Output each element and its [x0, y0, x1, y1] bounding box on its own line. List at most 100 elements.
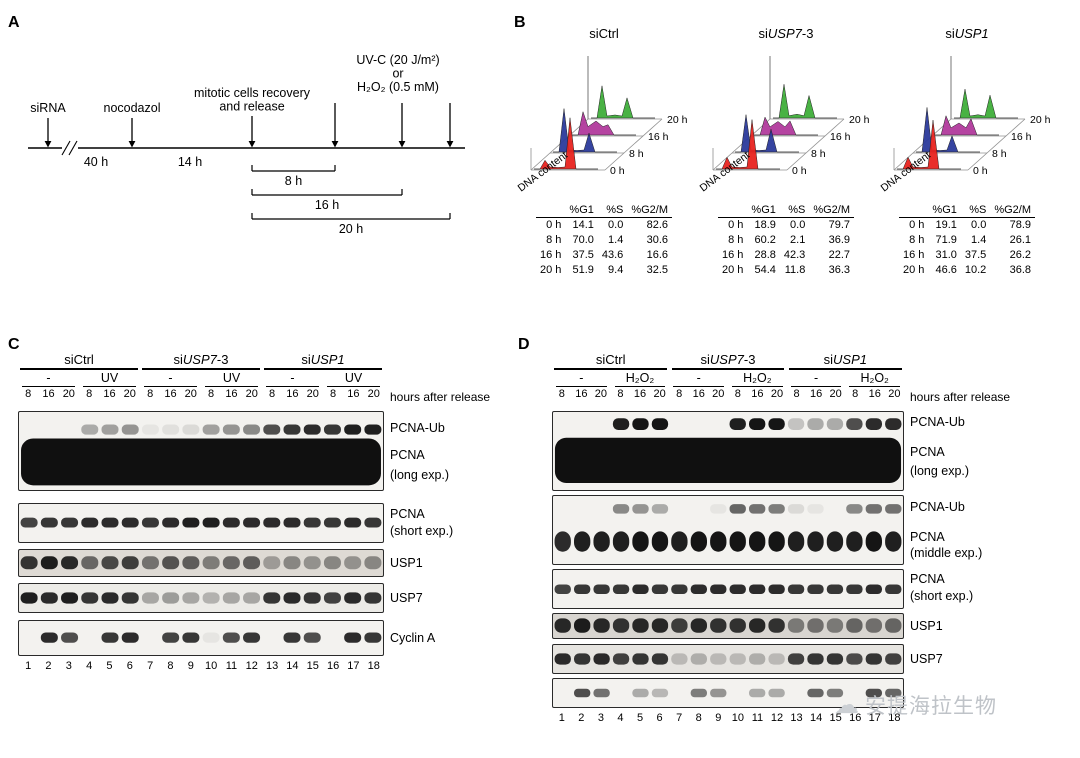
blot-target-label: (long exp.) — [390, 467, 450, 482]
timepoint-label: 16 — [42, 387, 55, 400]
sirna-group-label: siCtrl — [64, 352, 94, 367]
treatment-underline — [266, 385, 319, 387]
cell-cycle-table: %G1 %S %G2/M 0 h 18.9 0.0 79.7 8 h 60.2 2.1 36.9 16… — [718, 204, 854, 278]
blot-labels: Cyclin A — [384, 620, 514, 656]
lane-number: 6 — [656, 711, 663, 724]
blot-row: Cyclin A — [18, 619, 435, 656]
column-header: %G2/M — [627, 204, 672, 218]
lane-number: 5 — [106, 659, 113, 672]
blot-labels: USP1 — [384, 549, 514, 577]
treatment-underline — [614, 385, 666, 387]
sirna-group-label: siCtrl — [595, 352, 626, 367]
table-cell: 26.2 — [1009, 249, 1031, 261]
blot-strip — [18, 502, 384, 543]
lane-number: 10 — [204, 659, 218, 672]
timepoint-label: 20 — [367, 387, 380, 400]
row-time-label: 8 h — [909, 234, 925, 246]
lane-number: 3 — [65, 659, 72, 672]
table-cell: 37.5 — [964, 249, 987, 261]
table-cell: 42.3 — [783, 249, 806, 261]
lane-number: 6 — [126, 659, 133, 672]
treatment: H₂O₂ — [611, 371, 670, 387]
cloud-icon: ☁ — [834, 691, 860, 719]
table-cell: 22.7 — [828, 249, 850, 261]
lane-number: 11 — [225, 659, 238, 672]
blot-target-label: USP1 — [390, 555, 423, 570]
flow-histogram: 0 h 8 h 16 h 20 h DNA content — [699, 56, 870, 194]
table-cell: 10.2 — [964, 264, 987, 276]
treatment-headers: - UV - UV - UV — [18, 371, 384, 387]
table-cell: 32.5 — [646, 264, 668, 276]
table-cell: 2.1 — [790, 234, 806, 246]
svg-text:16 h: 16 h — [648, 131, 669, 143]
lane-number: 1 — [25, 659, 32, 672]
svg-text:16 h: 16 h — [830, 131, 851, 143]
treatment-label: H₂O₂ — [743, 370, 772, 385]
svg-text:and release: and release — [219, 100, 284, 114]
timepoint-label: 8 — [269, 387, 276, 400]
table-cell: 36.8 — [1009, 264, 1031, 276]
lane-number: 9 — [715, 711, 722, 724]
blot-labels: PCNA-Ub PCNA (long exp.) — [384, 411, 514, 491]
blot-row — [552, 677, 904, 708]
row-time-label: 8 h — [546, 234, 562, 246]
table-cell: 46.6 — [935, 264, 957, 276]
lane-number: 1 — [558, 711, 565, 724]
watermark-text: 安提海拉生物 — [865, 695, 997, 718]
svg-text:0 h: 0 h — [973, 165, 988, 177]
flow-plot-title: siUSP7-3 — [758, 26, 814, 41]
lane-numbers: 1 2 3 4 5 6 7 8 9 10 11 12 13 14 15 16 17 18 — [552, 712, 904, 724]
svg-text:DNA content: DNA content — [699, 149, 752, 194]
blot-target-label: PCNA — [910, 529, 945, 544]
timepoint-label: 20 — [653, 387, 666, 400]
treatment-underline — [327, 385, 380, 387]
treatment-underline — [144, 385, 197, 387]
table-cell: 0.0 — [790, 219, 806, 231]
treatment: - — [552, 371, 611, 387]
treatment: - — [140, 371, 201, 387]
blot-labels: USP7 — [384, 583, 514, 613]
column-header — [718, 204, 748, 218]
svg-text:8 h: 8 h — [629, 148, 644, 160]
blot-strip — [552, 677, 904, 708]
table-row: 0 h 18.9 0.0 79.7 — [718, 218, 854, 234]
timepoint-label: 16 — [103, 387, 116, 400]
svg-text:20 h: 20 h — [849, 114, 870, 126]
blot-strip — [18, 410, 384, 491]
lane-number: 8 — [695, 711, 702, 724]
lane-number: 16 — [326, 659, 340, 672]
treatment-label: UV — [100, 370, 119, 385]
sirna-group: siUSP7-3 — [669, 352, 786, 370]
svg-text:H₂O₂ (0.5 mM): H₂O₂ (0.5 mM) — [357, 80, 439, 94]
table-cell: 19.1 — [935, 219, 957, 231]
blot-target-label: USP1 — [910, 618, 943, 633]
lane-number: 2 — [45, 659, 52, 672]
row-time-label: 20 h — [540, 264, 562, 276]
table-row: 8 h 60.2 2.1 36.9 — [718, 233, 854, 248]
svg-text:14 h: 14 h — [178, 155, 202, 169]
lane-number: 3 — [597, 711, 604, 724]
table-row: 16 h 37.5 43.6 16.6 — [536, 248, 672, 263]
table-row: 0 h 14.1 0.0 82.6 — [536, 218, 672, 234]
treatment-label: - — [290, 370, 295, 385]
lane-number: 2 — [578, 711, 585, 724]
blot-row: PCNA-Ub PCNA (long exp.) — [18, 410, 449, 491]
table-cell: 79.7 — [828, 219, 850, 231]
svg-text:DNA content: DNA content — [880, 149, 933, 194]
row-time-label: 8 h — [728, 234, 744, 246]
lane-number: 7 — [676, 711, 683, 724]
table-cell: 11.8 — [784, 264, 806, 276]
column-header: %G1 — [565, 204, 598, 218]
row-time-label: 20 h — [722, 264, 744, 276]
blot-row: USP1 — [18, 548, 423, 577]
blot-target-label: PCNA — [390, 506, 425, 521]
group-underline — [554, 368, 667, 370]
column-header: %S — [597, 204, 628, 218]
blot-bands-image — [20, 555, 382, 569]
table-row: 8 h 70.0 1.4 30.6 — [536, 233, 672, 248]
cell-cycle-table: %G1 %S %G2/M 0 h 14.1 0.0 82.6 8 h 70.0 1.4 30.6 16… — [536, 204, 672, 278]
svg-text:nocodazol: nocodazol — [104, 101, 161, 115]
lane-number: 5 — [636, 711, 644, 724]
treatment: UV — [323, 371, 384, 387]
blot-target-label: PCNA-Ub — [910, 414, 965, 429]
